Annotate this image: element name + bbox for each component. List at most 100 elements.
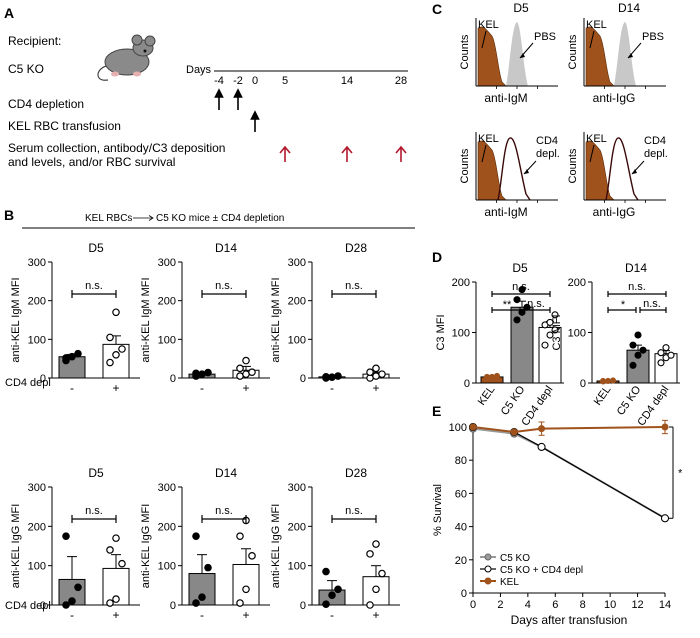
series-c5-ko-cd4-depl — [469, 423, 669, 523]
cd4-pointer-head — [632, 169, 637, 174]
x-tick-label: 4 — [525, 599, 531, 611]
kel-label: KEL — [478, 133, 499, 145]
panel-label-e: E — [432, 403, 441, 419]
data-point — [372, 585, 380, 594]
data-point — [510, 428, 518, 436]
y-axis-label: C3 MFI — [435, 314, 447, 350]
y-axis-label: anti-KEL IgM MFI — [10, 277, 22, 362]
x-tick-label: + — [112, 381, 119, 395]
data-point — [513, 316, 521, 324]
data-point — [661, 514, 669, 523]
cd4-label: CD4 — [644, 135, 666, 147]
bar-chart-d5: D5 0 100 200 300 anti-KEL IgM MFI - + n.s. — [10, 241, 140, 395]
x-tick-label: C5 KO — [615, 383, 644, 417]
y-tick-label: 300 — [158, 482, 176, 494]
data-point — [372, 364, 380, 373]
data-point — [334, 372, 342, 380]
panel-e: E 0 20 40 60 80 100 0 2 4 6 8 10 12 14 % Survival Days … — [432, 403, 683, 627]
data-point — [518, 286, 526, 294]
data-point — [488, 373, 496, 380]
sig-label: n.s. — [628, 281, 646, 293]
panel-a: A Recipient: C5 KO Days -4 -2 0 5 14 28 … — [4, 5, 408, 169]
y-tick-label: 100 — [28, 561, 46, 573]
data-point — [469, 423, 477, 431]
cd4-depl-label: CD4 depl — [5, 377, 51, 389]
data-point — [322, 600, 330, 609]
bar-chart-d28: D28 0 100 200 300 anti-KEL IgG MFI - + n.s. — [270, 466, 400, 622]
x-tick-label: 2 — [497, 599, 503, 611]
x-tick-label: - — [330, 381, 334, 395]
x-tick-label: - — [200, 608, 204, 622]
data-point — [192, 599, 200, 607]
timeline-arrows — [214, 88, 407, 162]
pbs-pointer-head — [520, 53, 525, 58]
y-tick-label: 200 — [288, 521, 306, 533]
pbs-histogram — [506, 22, 528, 86]
chart-title: D5 — [512, 261, 528, 275]
kel-label: KEL — [586, 19, 607, 31]
x-tick-label: - — [70, 608, 74, 622]
data-point — [366, 601, 374, 609]
day-tick: 14 — [341, 75, 353, 87]
sig-label: n.s. — [215, 505, 233, 517]
data-point — [74, 583, 82, 592]
panel-b-header-right: C5 KO mice ± CD4 depletion — [156, 213, 284, 224]
data-point — [236, 599, 244, 607]
chart-title: D14 — [215, 466, 237, 480]
cd4-label: depl. — [536, 148, 560, 160]
step-cd4-depletion: CD4 depletion — [8, 97, 84, 111]
data-point — [236, 364, 244, 373]
kel-label: KEL — [478, 19, 499, 31]
x-tick-label: + — [242, 381, 249, 395]
data-point — [192, 369, 200, 378]
data-point — [328, 591, 336, 599]
y-tick-label: 100 — [158, 334, 176, 346]
data-point — [248, 552, 256, 560]
y-axis-label: anti-KEL IgG MFI — [270, 504, 282, 589]
data-point — [198, 593, 206, 601]
data-point — [62, 532, 70, 540]
sig-label: n.s. — [215, 280, 233, 292]
data-point — [62, 601, 70, 609]
data-point — [629, 341, 637, 349]
chart-title: D14 — [625, 261, 647, 275]
data-point — [106, 599, 114, 607]
y-tick-label: 100 — [452, 328, 470, 340]
cd4-histogram — [605, 137, 639, 201]
data-point — [198, 370, 206, 378]
data-point — [62, 354, 70, 362]
x-tick-label: + — [112, 608, 119, 622]
y-tick-label: 200 — [158, 296, 176, 308]
y-tick-label: 40 — [455, 522, 467, 534]
x-tick-label: - — [200, 381, 204, 395]
data-point — [236, 532, 244, 540]
mouse-icon — [97, 34, 156, 81]
chart-title: D28 — [345, 466, 367, 480]
y-tick-label: 0 — [40, 600, 46, 612]
data-point — [634, 351, 642, 359]
kel-histogram — [477, 26, 507, 87]
data-point — [657, 359, 665, 367]
x-axis-label: anti-IgG — [593, 205, 636, 219]
data-point — [493, 372, 501, 379]
data-point — [106, 358, 114, 367]
x-tick-label: 12 — [631, 599, 643, 611]
kel-histogram — [585, 26, 615, 87]
series-kel — [469, 419, 669, 436]
chart-title: D14 — [215, 241, 237, 255]
cd4-pointer-head — [524, 169, 529, 174]
step-serum-collection: Serum collection, antibody/C3 deposition — [8, 141, 225, 155]
data-point — [604, 377, 612, 385]
y-tick-label: 200 — [158, 521, 176, 533]
data-point — [551, 311, 559, 319]
histogram-1: D5 PBS KEL Counts anti-IgM — [459, 1, 558, 105]
data-point — [242, 356, 250, 365]
panel-label-b: B — [4, 207, 14, 223]
series-line — [472, 426, 666, 519]
y-tick-label: 100 — [449, 422, 467, 434]
x-axis-label: Days after transfusion — [511, 613, 628, 627]
